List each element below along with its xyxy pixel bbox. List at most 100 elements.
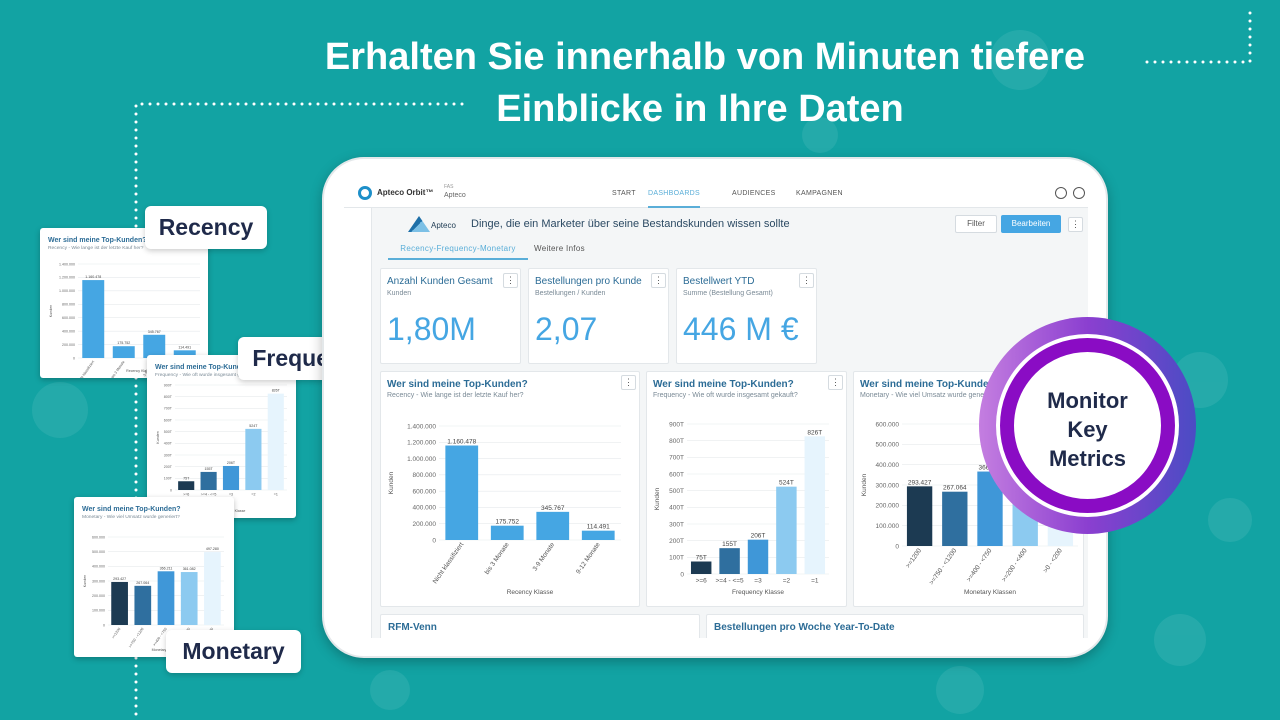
brand: Apteco Orbit™ (377, 188, 434, 197)
value-label: 1.160.478 (85, 275, 101, 279)
top-bar: Apteco Orbit™ FAS Apteco START DASHBOARD… (344, 178, 1088, 208)
y-tick-label: 400T (164, 442, 173, 446)
menu-button[interactable]: ⋮ (1068, 217, 1083, 232)
y-tick-label: 700T (164, 407, 173, 411)
x-tick-label: >=6 (183, 493, 189, 497)
chart: Wer sind meine Top-Kunden? Recency - Wie … (387, 379, 621, 596)
chart-title: Wer sind meine Top-Kunden? (155, 364, 254, 371)
callout-recency: Recency (145, 206, 267, 249)
filter-button[interactable]: Filter (955, 215, 997, 233)
tab-rfm[interactable]: Recency-Frequency-Monetary (388, 238, 528, 260)
y-tick-label: 300T (669, 521, 684, 528)
org-small: FAS (444, 184, 454, 190)
company-logo (408, 216, 430, 232)
bar (445, 445, 479, 540)
panel-menu[interactable]: ⋮ (621, 375, 636, 390)
chart: Wer sind meine Top-Kunden? Frequency - Wi… (653, 379, 829, 596)
tab-more[interactable]: Weitere Infos (534, 244, 585, 253)
bar (490, 525, 524, 540)
panel-orders-week: Bestellungen pro Woche Year-To-Date (706, 614, 1084, 638)
y-tick-label: 500.000 (876, 442, 900, 449)
headline-1: Erhalten Sie innerhalb von Minuten tiefe… (324, 36, 1086, 78)
panel-menu[interactable]: ⋮ (828, 375, 843, 390)
bar (776, 486, 797, 574)
x-tick-label: Nicht klassifiziert (432, 541, 466, 585)
y-tick-label: 0 (73, 356, 75, 360)
bar (581, 530, 615, 540)
dashboard-title: Dinge, die ein Marketer über seine Besta… (471, 218, 790, 230)
x-tick-label: >=4 - <=5 (201, 493, 217, 497)
x-tick-label: 9-12 Monate (575, 541, 602, 575)
y-tick-label: 400.000 (876, 462, 900, 469)
nav-start[interactable]: START (612, 190, 636, 197)
y-tick-label: 0 (895, 543, 899, 550)
y-tick-label: 600.000 (92, 535, 105, 539)
help-icon[interactable] (1055, 187, 1067, 199)
panel-title: Bestellungen pro Woche Year-To-Date (714, 622, 895, 633)
chart-panel: Wer sind meine Top-Kunden? Recency - Wie … (380, 371, 640, 607)
app-screen: Apteco Orbit™ FAS Apteco START DASHBOARD… (344, 178, 1088, 638)
chart-subtitle: Monetary - Wie viel Umsatz wurde generie… (860, 392, 1000, 399)
y-tick-label: 0 (432, 537, 436, 544)
x-axis-label: Frequency Klasse (732, 589, 784, 596)
nav-dashboards[interactable]: DASHBOARDS (648, 178, 701, 208)
x-tick-label: 3-9 Monate (532, 541, 557, 572)
bar (747, 539, 769, 574)
y-axis-label: Kunden (388, 471, 395, 494)
y-tick-label: 300.000 (92, 579, 105, 583)
bar (942, 491, 968, 546)
logo-icon (358, 186, 372, 200)
bar (173, 350, 196, 358)
y-tick-label: 400.000 (62, 329, 75, 333)
bar (906, 486, 933, 546)
value-label: 1.160.478 (447, 439, 476, 446)
value-label: 75T (696, 555, 707, 562)
badge-text: Monitor Key Metrics (1047, 388, 1128, 471)
y-tick-label: 600.000 (876, 421, 900, 428)
user-icon[interactable] (1073, 187, 1085, 199)
nav-kampagnen[interactable]: KAMPAGNEN (796, 190, 843, 197)
value-label: 206T (751, 533, 766, 540)
chart-title: Wer sind meine Top-Kunden? (653, 379, 794, 390)
kpi-card: Bestellungen pro Kunde Bestellungen / Kun… (528, 268, 669, 364)
side-bar (344, 208, 372, 638)
value-label: 155T (204, 467, 213, 471)
y-tick-label: 0 (103, 623, 105, 627)
y-tick-label: 1.000.000 (407, 456, 436, 463)
kpi-value: 1,80M (387, 311, 476, 347)
value-label: 267.064 (136, 581, 149, 585)
x-tick-label: =3 (229, 493, 233, 497)
y-tick-label: 1.200.000 (407, 440, 436, 447)
y-tick-label: 800.000 (62, 303, 75, 307)
kpi-menu[interactable]: ⋮ (651, 273, 666, 288)
value-label: 345.767 (148, 330, 161, 334)
y-tick-label: 400.000 (413, 505, 437, 512)
x-tick-label: =3 (754, 578, 762, 585)
value-label: 293.427 (908, 479, 932, 486)
y-tick-label: 600.000 (62, 316, 75, 320)
x-axis-label: Recency Klasse (126, 369, 152, 373)
value-label: 361.082 (183, 567, 196, 571)
kpi-menu[interactable]: ⋮ (799, 273, 814, 288)
x-axis-label: Recency Klasse (507, 589, 554, 596)
value-label: 293.427 (113, 577, 126, 581)
x-tick-label: bis 3 Monate (484, 541, 511, 576)
bar (200, 471, 217, 490)
y-tick-label: 100.000 (876, 523, 900, 530)
kpi-menu[interactable]: ⋮ (503, 273, 518, 288)
y-tick-label: 400T (669, 505, 684, 512)
x-tick-label: >0 - <200 (1042, 547, 1064, 574)
nav-audiences[interactable]: AUDIENCES (732, 190, 776, 197)
kpi-card: Bestellwert YTD Summe (Bestellung Gesamt)… (676, 268, 817, 364)
bar (111, 581, 128, 625)
panel-title: RFM-Venn (388, 622, 437, 633)
edit-button[interactable]: Bearbeiten (1001, 215, 1061, 233)
y-tick-label: 200T (164, 465, 173, 469)
kpi-subtitle: Bestellungen / Kunden (535, 290, 606, 297)
bar (134, 585, 152, 625)
bar (719, 548, 740, 574)
value-label: 114.491 (587, 524, 610, 531)
bar (157, 571, 175, 625)
